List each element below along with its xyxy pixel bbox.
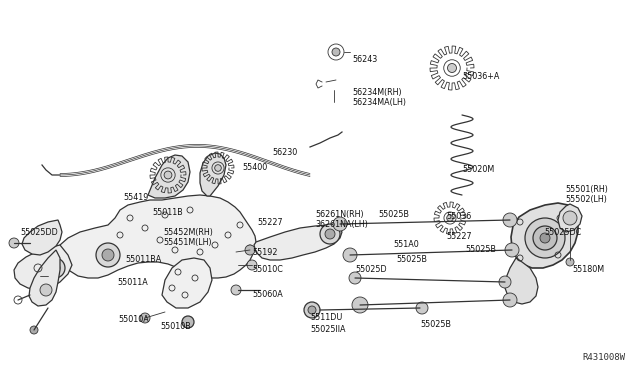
Text: R431008W: R431008W: [582, 353, 625, 362]
Text: 55011A: 55011A: [117, 278, 148, 287]
Circle shape: [332, 48, 340, 56]
Circle shape: [447, 215, 453, 221]
Circle shape: [503, 213, 517, 227]
Text: 56243: 56243: [352, 55, 377, 64]
Polygon shape: [22, 220, 62, 255]
Polygon shape: [59, 195, 256, 278]
Text: 55180M: 55180M: [572, 265, 604, 274]
Text: 55025B: 55025B: [465, 245, 496, 254]
Circle shape: [333, 217, 347, 231]
Text: 55025B: 55025B: [396, 255, 427, 264]
Text: 55025DD: 55025DD: [20, 228, 58, 237]
Text: 55025B: 55025B: [378, 210, 409, 219]
Circle shape: [40, 284, 52, 296]
Circle shape: [245, 245, 255, 255]
Text: 55227: 55227: [257, 218, 283, 227]
Circle shape: [533, 226, 557, 250]
Text: 55501(RH)
55502(LH): 55501(RH) 55502(LH): [565, 185, 608, 204]
Polygon shape: [558, 204, 582, 232]
Text: 55060A: 55060A: [252, 290, 283, 299]
Circle shape: [447, 64, 456, 73]
Text: 55025IIA: 55025IIA: [310, 325, 346, 334]
Circle shape: [349, 272, 361, 284]
Text: 55025DC: 55025DC: [544, 228, 581, 237]
Circle shape: [96, 243, 120, 267]
Circle shape: [525, 218, 565, 258]
Circle shape: [505, 243, 519, 257]
Circle shape: [416, 302, 428, 314]
Text: 56230: 56230: [272, 148, 297, 157]
Text: 55192: 55192: [252, 248, 278, 257]
Circle shape: [140, 313, 150, 323]
Circle shape: [540, 233, 550, 243]
Circle shape: [102, 249, 114, 261]
Polygon shape: [162, 258, 212, 308]
Text: 55010A: 55010A: [118, 315, 148, 324]
Text: 55227: 55227: [446, 232, 472, 241]
Circle shape: [30, 326, 38, 334]
Text: 55025B: 55025B: [420, 320, 451, 329]
Text: 55010B: 55010B: [160, 322, 191, 331]
Text: 55011BA: 55011BA: [125, 255, 161, 264]
Circle shape: [503, 293, 517, 307]
Text: 56261N(RH)
36261NA(LH): 56261N(RH) 36261NA(LH): [315, 210, 368, 229]
Circle shape: [563, 211, 577, 225]
Polygon shape: [29, 250, 60, 306]
Circle shape: [325, 229, 335, 239]
Text: 56234M(RH)
56234MA(LH): 56234M(RH) 56234MA(LH): [352, 88, 406, 107]
Text: 5511DU: 5511DU: [310, 313, 342, 322]
Text: 55036: 55036: [446, 212, 471, 221]
Text: 55419: 55419: [123, 193, 148, 202]
Polygon shape: [14, 245, 72, 290]
Polygon shape: [148, 155, 190, 198]
Circle shape: [566, 258, 574, 266]
Circle shape: [320, 224, 340, 244]
Text: 551A0: 551A0: [393, 240, 419, 249]
Circle shape: [182, 316, 194, 328]
Text: 55020M: 55020M: [462, 165, 494, 174]
Circle shape: [343, 248, 357, 262]
Text: 55025D: 55025D: [355, 265, 387, 274]
Circle shape: [45, 258, 65, 278]
Circle shape: [214, 165, 221, 171]
Circle shape: [164, 171, 172, 179]
Circle shape: [308, 306, 316, 314]
Circle shape: [352, 297, 368, 313]
Polygon shape: [511, 203, 578, 268]
Circle shape: [9, 238, 19, 248]
Text: 55011B: 55011B: [152, 208, 183, 217]
Circle shape: [499, 276, 511, 288]
Text: 55010C: 55010C: [252, 265, 283, 274]
Polygon shape: [200, 153, 226, 196]
Circle shape: [247, 260, 257, 270]
Circle shape: [50, 263, 60, 273]
Circle shape: [304, 302, 320, 318]
Circle shape: [231, 285, 241, 295]
Text: 55036+A: 55036+A: [462, 72, 499, 81]
Text: 55452M(RH)
55451M(LH): 55452M(RH) 55451M(LH): [163, 228, 213, 247]
Polygon shape: [254, 225, 342, 260]
Text: 55400: 55400: [242, 163, 268, 172]
Polygon shape: [505, 258, 538, 304]
